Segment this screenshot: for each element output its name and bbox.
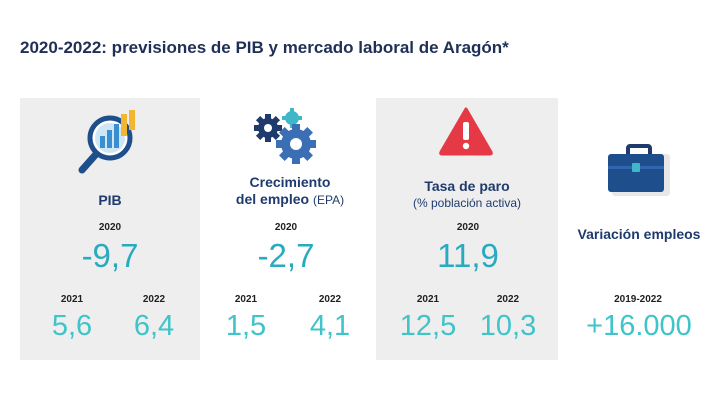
pib-value-b: 6,4: [133, 310, 175, 342]
pib-value-a: 5,6: [51, 310, 93, 342]
empleo-heading: Crecimiento del empleo (EPA): [200, 174, 380, 209]
warning-triangle-icon: [439, 107, 493, 156]
page-title: 2020-2022: previsiones de PIB y mercado …: [20, 38, 509, 57]
paro-subheading: (% población activa): [412, 196, 522, 210]
gears-icon: [254, 108, 316, 164]
empleo-value-a: 1,5: [225, 310, 267, 342]
paro-year-b: 2022: [496, 294, 520, 305]
variacion-year: 2019-2022: [614, 294, 662, 305]
magnifier-chart-icon: [78, 110, 135, 174]
empleo-main-year: 2020: [274, 222, 298, 233]
paro-main-year: 2020: [456, 222, 480, 233]
paro-value-a: 12,5: [399, 310, 457, 342]
paro-panel: Tasa de paro (% población activa) 2020 1…: [376, 98, 558, 360]
pib-year-a: 2021: [60, 294, 84, 305]
pib-heading: PIB: [98, 192, 122, 208]
empleo-year-a: 2021: [234, 294, 258, 305]
paro-year-a: 2021: [416, 294, 440, 305]
pib-year-b: 2022: [142, 294, 166, 305]
briefcase-icon: [608, 144, 670, 196]
variacion-panel: Variación empleos 2019-2022 +16.000: [558, 98, 720, 360]
variacion-value: +16.000: [586, 310, 692, 342]
pib-main-year: 2020: [98, 222, 122, 233]
empleo-heading-suffix: (EPA): [312, 193, 345, 207]
paro-value-b: 10,3: [479, 310, 537, 342]
paro-heading: Tasa de paro (% población activa): [376, 178, 558, 212]
pib-panel: PIB 2020 -9,7 2021 5,6 2022 6,4: [20, 98, 200, 360]
empleo-heading-line2-text: del empleo: [235, 191, 310, 207]
empleo-panel: Crecimiento del empleo (EPA) 2020 -2,7 2…: [200, 98, 380, 360]
empleo-main-value: -2,7: [257, 237, 315, 274]
empleo-value-b: 4,1: [309, 310, 351, 342]
paro-main-value: 11,9: [437, 237, 499, 274]
empleo-year-b: 2022: [318, 294, 342, 305]
paro-heading-text: Tasa de paro: [424, 178, 510, 194]
variacion-heading: Variación empleos: [577, 226, 701, 242]
pib-main-value: -9,7: [81, 237, 139, 274]
empleo-heading-line1: Crecimiento: [249, 174, 331, 190]
empleo-heading-line2: del empleo (EPA): [200, 191, 380, 209]
